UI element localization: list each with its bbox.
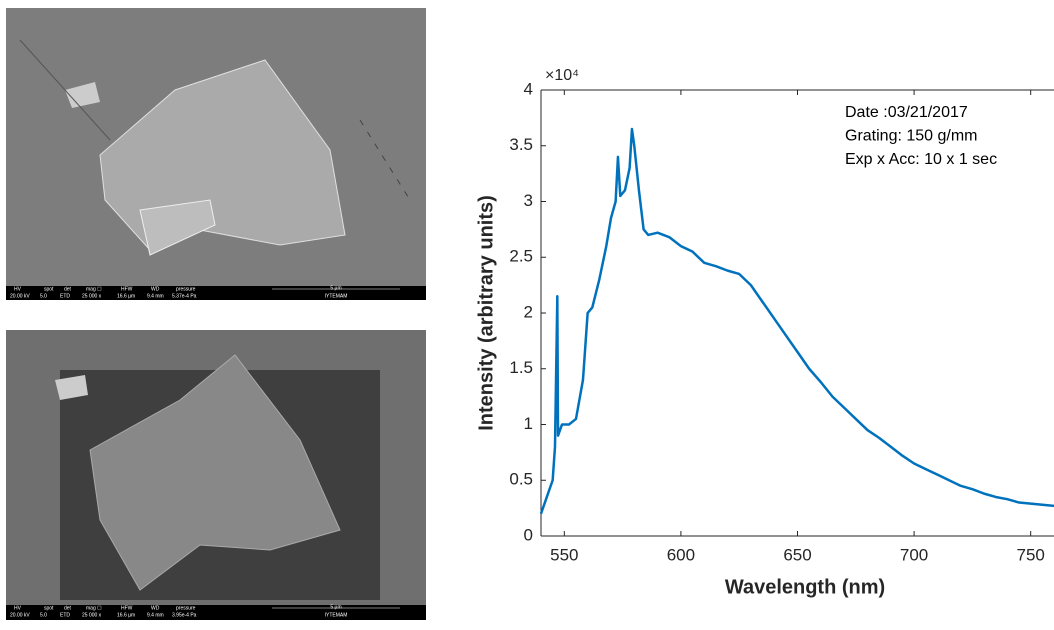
y-tick-label: 1.5: [509, 358, 533, 377]
info-header: spot: [44, 286, 54, 292]
sem-image-bottom: [6, 330, 426, 620]
info-value: 5.0: [40, 612, 47, 618]
info-header: HV: [14, 286, 22, 292]
y-tick-label: 0: [524, 525, 533, 544]
info-header: pressure: [176, 605, 196, 611]
info-header: pressure: [176, 286, 196, 292]
info-value: 16.6 µm: [117, 612, 135, 618]
info-header: mag ☐: [86, 286, 102, 292]
x-tick-label: 600: [667, 545, 695, 564]
y-tick-label: 4: [524, 79, 533, 98]
annotation: Grating: 150 g/mm: [845, 128, 978, 145]
info-value: ETD: [60, 612, 70, 618]
annotation: Date :03/21/2017: [845, 104, 968, 121]
info-header: det: [64, 605, 72, 611]
info-value: 9.4 mm: [147, 612, 164, 618]
x-tick-label: 550: [550, 545, 578, 564]
info-header: WD: [151, 605, 160, 611]
x-tick-label: 700: [900, 545, 928, 564]
y-tick-label: 2.5: [509, 247, 533, 266]
annotation: Exp x Acc: 10 x 1 sec: [845, 151, 997, 168]
info-value: 20.00 kV: [10, 293, 30, 299]
info-value: ETD: [60, 293, 70, 299]
y-tick-label: 1: [524, 414, 533, 433]
y-tick-label: 0.5: [509, 470, 533, 489]
y-tick-label: 2: [524, 302, 533, 321]
y-tick-label: 3.5: [509, 135, 533, 154]
info-value: 25 000 x: [82, 612, 102, 618]
info-header: HFW: [121, 605, 133, 611]
y-multiplier: ×10⁴: [545, 67, 579, 84]
info-header: HV: [14, 605, 22, 611]
info-value: 20.00 kV: [10, 612, 30, 618]
sem-image-top: [6, 8, 426, 300]
spectrum-line: [539, 127, 1054, 515]
scale-label: 5 µm: [330, 604, 341, 610]
info-header: spot: [44, 605, 54, 611]
scale-label: 5 µm: [330, 285, 341, 291]
info-header: WD: [151, 286, 160, 292]
x-tick-label: 650: [783, 545, 811, 564]
info-value: 5.0: [40, 293, 47, 299]
info-value: 9.4 mm: [147, 293, 164, 299]
info-value: 16.6 µm: [117, 293, 135, 299]
info-value: 3.95e-4 Pa: [172, 612, 197, 618]
y-axis-title: Intensity (arbitrary units): [475, 195, 497, 431]
info-header: HFW: [121, 286, 133, 292]
lab-label: IYTEMAM: [325, 612, 348, 618]
x-axis-title: Wavelength (nm): [725, 576, 885, 598]
y-tick-label: 3: [524, 191, 533, 210]
lab-label: IYTEMAM: [325, 293, 348, 299]
x-tick-label: 750: [1016, 545, 1044, 564]
info-header: mag ☐: [86, 605, 102, 611]
info-header: det: [64, 286, 72, 292]
info-value: 5.37e-4 Pa: [172, 293, 197, 299]
info-value: 25 000 x: [82, 293, 102, 299]
